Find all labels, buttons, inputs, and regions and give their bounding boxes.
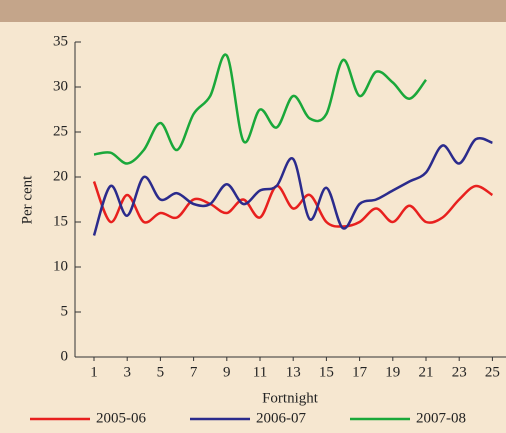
y-axis-label: Per cent xyxy=(19,175,35,225)
x-tick-label: 17 xyxy=(352,364,368,380)
legend-label: 2007-08 xyxy=(416,410,466,426)
x-tick-label: 5 xyxy=(157,364,165,380)
x-axis-label: Fortnight xyxy=(262,390,319,406)
x-tick-label: 23 xyxy=(452,364,467,380)
x-tick-label: 7 xyxy=(190,364,198,380)
line-series xyxy=(92,136,493,236)
x-tick-label: 13 xyxy=(286,364,301,380)
legend-label: 2005-06 xyxy=(96,410,146,426)
y-tick-label: 15 xyxy=(53,213,68,229)
x-tick-label: 3 xyxy=(123,364,131,380)
y-tick-label: 30 xyxy=(53,78,68,94)
x-tick-label: 21 xyxy=(419,364,434,380)
line-series xyxy=(92,181,494,228)
x-tick-label: 19 xyxy=(385,364,400,380)
y-tick-label: 0 xyxy=(61,348,69,364)
legend-label: 2006-07 xyxy=(256,410,306,426)
x-tick-label: 9 xyxy=(223,364,231,380)
line-series xyxy=(93,53,427,165)
y-tick-label: 5 xyxy=(61,303,69,319)
y-tick-label: 25 xyxy=(53,123,68,139)
header-band xyxy=(0,0,506,22)
x-tick-label: 11 xyxy=(253,364,267,380)
plot-area xyxy=(92,53,494,236)
y-tick-label: 20 xyxy=(53,168,68,184)
x-tick-label: 1 xyxy=(90,364,98,380)
x-tick-label: 25 xyxy=(485,364,500,380)
y-tick-label: 10 xyxy=(53,258,68,274)
y-tick-label: 35 xyxy=(53,33,68,49)
x-tick-label: 15 xyxy=(319,364,334,380)
